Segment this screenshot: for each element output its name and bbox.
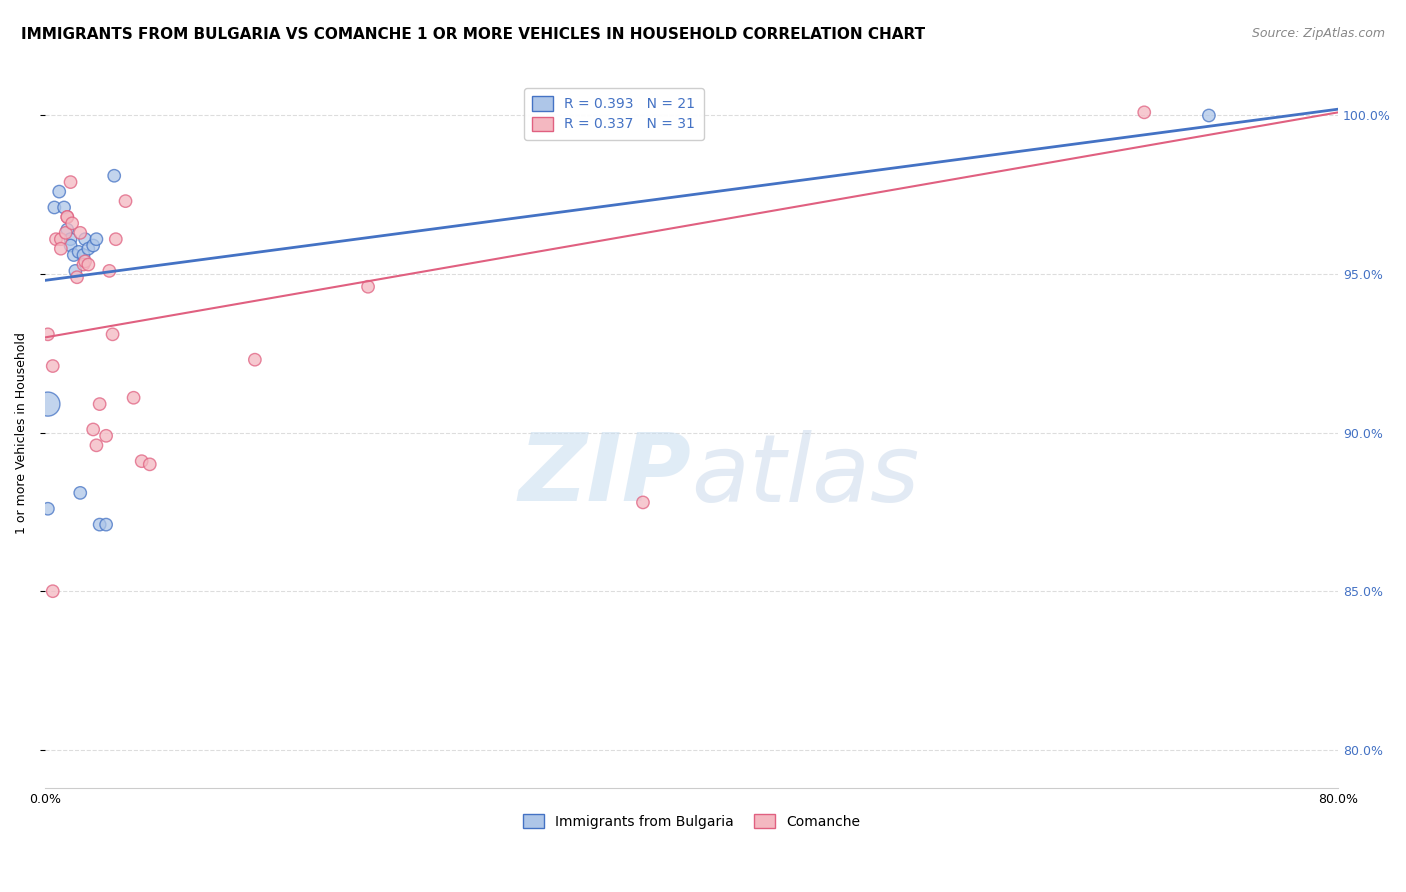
Point [62, 248, 84, 262]
Y-axis label: 1 or more Vehicles in Household: 1 or more Vehicles in Household [15, 332, 28, 533]
Point [56, 210, 79, 224]
Point [48, 185, 70, 199]
Point [1133, 105, 1156, 120]
Point [94, 429, 117, 443]
Point [65, 264, 87, 278]
Point [60, 216, 83, 230]
Point [89, 397, 111, 411]
Point [59, 232, 82, 246]
Point [101, 327, 124, 342]
Point [131, 454, 153, 468]
Point [122, 391, 145, 405]
Point [59, 238, 82, 252]
Point [69, 486, 91, 500]
Point [86, 232, 108, 246]
Point [42, 584, 65, 599]
Point [66, 270, 89, 285]
Point [53, 201, 76, 215]
Text: IMMIGRANTS FROM BULGARIA VS COMANCHE 1 OR MORE VEHICLES IN HOUSEHOLD CORRELATION: IMMIGRANTS FROM BULGARIA VS COMANCHE 1 O… [21, 27, 925, 42]
Point [49, 242, 72, 256]
Point [56, 222, 79, 236]
Point [67, 244, 90, 259]
Point [357, 279, 380, 293]
Point [77, 258, 100, 272]
Point [37, 397, 59, 411]
Point [75, 232, 97, 246]
Point [98, 264, 121, 278]
Point [75, 254, 97, 268]
Point [77, 242, 100, 256]
Point [1198, 108, 1220, 122]
Point [44, 201, 66, 215]
Point [37, 501, 59, 516]
Point [139, 458, 162, 472]
Point [49, 232, 72, 246]
Point [82, 238, 104, 252]
Point [94, 517, 117, 532]
Point [114, 194, 136, 208]
Point [69, 226, 91, 240]
Text: Source: ZipAtlas.com: Source: ZipAtlas.com [1251, 27, 1385, 40]
Point [82, 422, 104, 436]
Point [72, 248, 94, 262]
Point [89, 517, 111, 532]
Point [72, 258, 94, 272]
Point [104, 232, 127, 246]
Point [243, 352, 266, 367]
Point [37, 327, 59, 342]
Point [103, 169, 125, 183]
Point [42, 359, 65, 373]
Point [59, 175, 82, 189]
Point [631, 495, 654, 509]
Point [86, 438, 108, 452]
Point [55, 226, 77, 240]
Point [56, 210, 79, 224]
Text: ZIP: ZIP [519, 429, 692, 521]
Legend: Immigrants from Bulgaria, Comanche: Immigrants from Bulgaria, Comanche [517, 808, 866, 834]
Text: atlas: atlas [692, 430, 920, 521]
Point [45, 232, 67, 246]
